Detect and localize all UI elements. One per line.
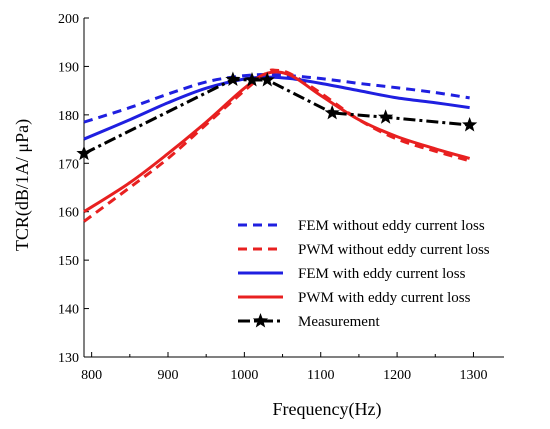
series-4 <box>76 71 478 161</box>
data-point-star <box>76 145 92 161</box>
legend-label: PWM without eddy current loss <box>298 242 490 258</box>
x-tick-label: 1300 <box>459 368 487 383</box>
x-tick-label: 800 <box>81 368 102 383</box>
legend-star-marker <box>252 313 269 328</box>
x-tick-label: 1200 <box>383 368 411 383</box>
legend-label: Measurement <box>298 314 380 330</box>
y-ticks: 130 140 150 160 170 180 190 200 <box>58 12 89 366</box>
legend: FEM without eddy current loss PWM without… <box>238 218 490 330</box>
data-point-star <box>378 109 394 124</box>
x-tick-label: 1100 <box>307 368 334 383</box>
y-axis-title: TCR(dB/1A/ μPa) <box>12 119 33 251</box>
y-tick-label: 200 <box>58 12 79 27</box>
x-ticks: 800 900 1000 1100 1200 1300 <box>81 352 487 383</box>
series-line <box>83 75 470 141</box>
legend-label: PWM with eddy current loss <box>298 290 471 306</box>
legend-label: FEM with eddy current loss <box>298 266 466 282</box>
series-3 <box>83 70 471 213</box>
data-point-star <box>244 71 260 87</box>
y-tick-label: 150 <box>58 254 79 269</box>
y-tick-label: 190 <box>58 60 79 75</box>
data-point-star <box>225 71 241 86</box>
y-tick-label: 140 <box>58 303 79 318</box>
y-tick-label: 160 <box>58 206 79 221</box>
plot-frame <box>83 18 504 358</box>
x-tick-label: 900 <box>158 368 179 383</box>
y-tick-label: 130 <box>58 351 79 366</box>
series-1 <box>83 68 471 223</box>
series-layer <box>76 68 478 223</box>
series-line <box>83 68 471 223</box>
y-tick-label: 180 <box>58 109 79 124</box>
series-line <box>83 70 471 213</box>
data-point-star <box>462 117 478 132</box>
legend-label: FEM without eddy current loss <box>298 218 485 234</box>
x-axis-title: Frequency(Hz) <box>273 399 382 420</box>
x-tick-label: 1000 <box>230 368 258 383</box>
y-tick-label: 170 <box>58 157 79 172</box>
series-2 <box>83 75 470 141</box>
data-point-star <box>324 104 340 120</box>
data-point-star <box>259 71 275 87</box>
